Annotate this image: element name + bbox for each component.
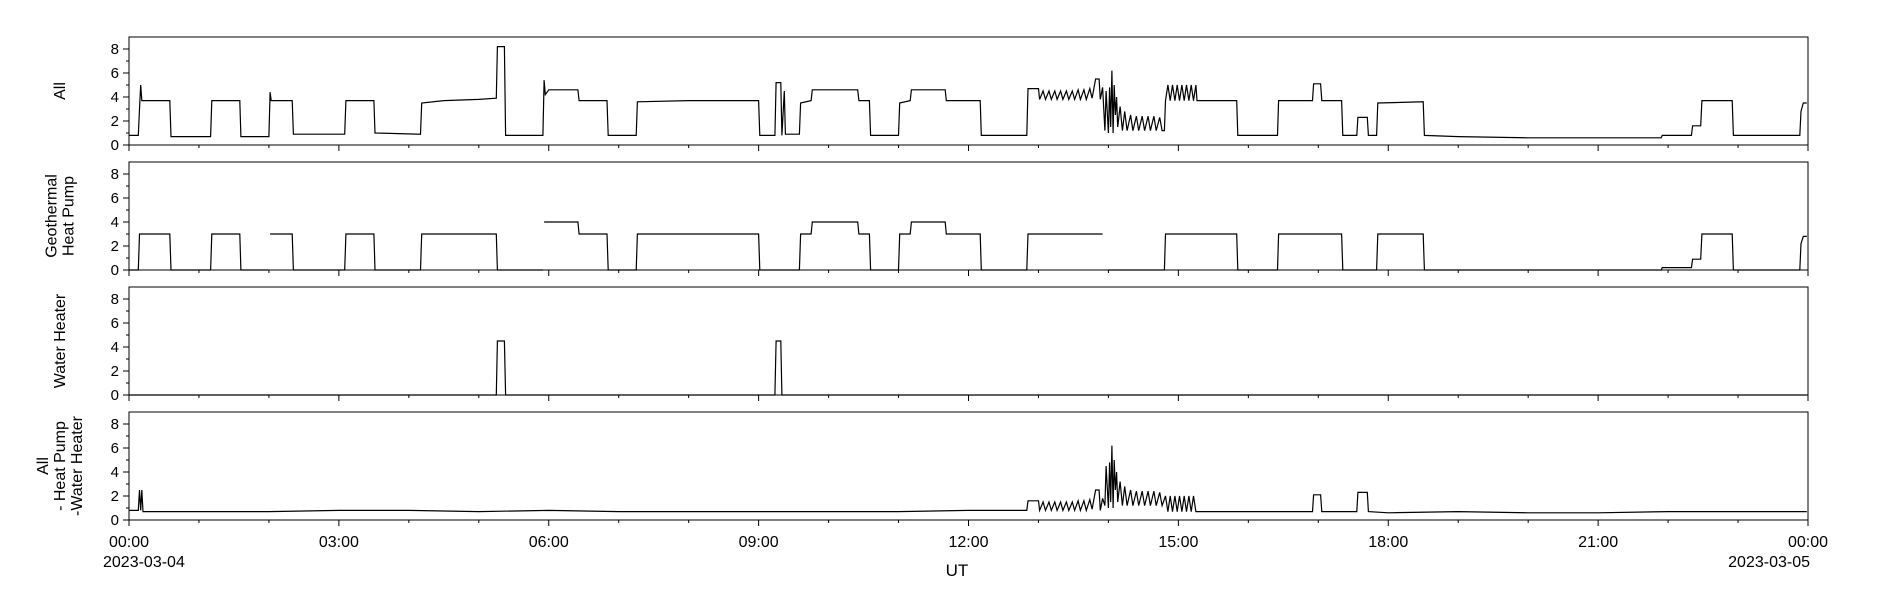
y-axis-label: -Water Heater: [69, 415, 86, 516]
series-line-1: [129, 221, 1807, 271]
x-tick-label: 15:00: [1158, 534, 1198, 551]
y-axis-label: All: [35, 457, 52, 475]
panels-layer: 0 2 4 6 8 All 0 2 4 6 8 Geothermal Heat Pump 0 2 4 6 8 Wat…: [35, 36, 1809, 529]
y-tick-label: 0: [111, 137, 119, 154]
y-tick-label: 6: [111, 440, 119, 457]
x-start-date: 2023-03-04: [103, 554, 185, 571]
y-tick-label: 2: [111, 488, 119, 505]
panel-frame: [128, 36, 1809, 146]
series-line-1: [129, 340, 1807, 396]
y-tick-label: 0: [111, 512, 119, 529]
x-tick-label: 06:00: [529, 534, 569, 551]
y-axis-label: Geothermal: [44, 174, 61, 258]
y-tick-label: 6: [111, 190, 119, 207]
series-line-1: [129, 445, 1807, 514]
y-tick-label: 2: [111, 113, 119, 130]
y-tick-label: 8: [111, 291, 119, 308]
y-axis-label: All: [52, 82, 69, 100]
panel-frame: [128, 411, 1809, 521]
y-tick-label: 4: [111, 89, 119, 106]
panel-frame: [128, 286, 1809, 396]
panel-4: 0 2 4 6 8 All - Heat Pump -Water Heater: [35, 411, 1809, 529]
y-tick-label: 4: [111, 339, 119, 356]
x-tick-label: 12:00: [948, 534, 988, 551]
x-tick-label: 18:00: [1368, 534, 1408, 551]
x-tick-label: 00:00: [109, 534, 149, 551]
series-line-1: [129, 46, 1807, 139]
y-tick-label: 2: [111, 238, 119, 255]
y-tick-label: 8: [111, 41, 119, 58]
y-tick-label: 6: [111, 315, 119, 332]
panel-3: 0 2 4 6 8 Water Heater: [52, 286, 1809, 404]
y-axis-label: Heat Pump: [61, 176, 78, 256]
x-end-date: 2023-03-05: [1728, 554, 1810, 571]
x-axis-label: UT: [946, 561, 969, 580]
y-tick-label: 8: [111, 416, 119, 433]
panel-2: 0 2 4 6 8 Geothermal Heat Pump: [44, 161, 1809, 279]
x-tick-label: 00:00: [1788, 534, 1828, 551]
y-tick-label: 0: [111, 262, 119, 279]
y-tick-label: 4: [111, 464, 119, 481]
x-tick-label: 21:00: [1578, 534, 1618, 551]
y-axis-label: Water Heater: [52, 293, 69, 388]
y-axis-label: - Heat Pump: [52, 421, 69, 511]
y-tick-label: 8: [111, 166, 119, 183]
panel-1: 0 2 4 6 8 All: [52, 36, 1809, 154]
x-axis: UT 2023-03-04 2023-03-05 00:00 03:00 06:00…: [103, 534, 1828, 580]
x-tick-label: 09:00: [739, 534, 779, 551]
y-tick-label: 0: [111, 387, 119, 404]
x-tick-label: 03:00: [319, 534, 359, 551]
panel-frame: [128, 161, 1809, 271]
y-tick-label: 6: [111, 65, 119, 82]
y-tick-label: 4: [111, 214, 119, 231]
y-tick-label: 2: [111, 363, 119, 380]
